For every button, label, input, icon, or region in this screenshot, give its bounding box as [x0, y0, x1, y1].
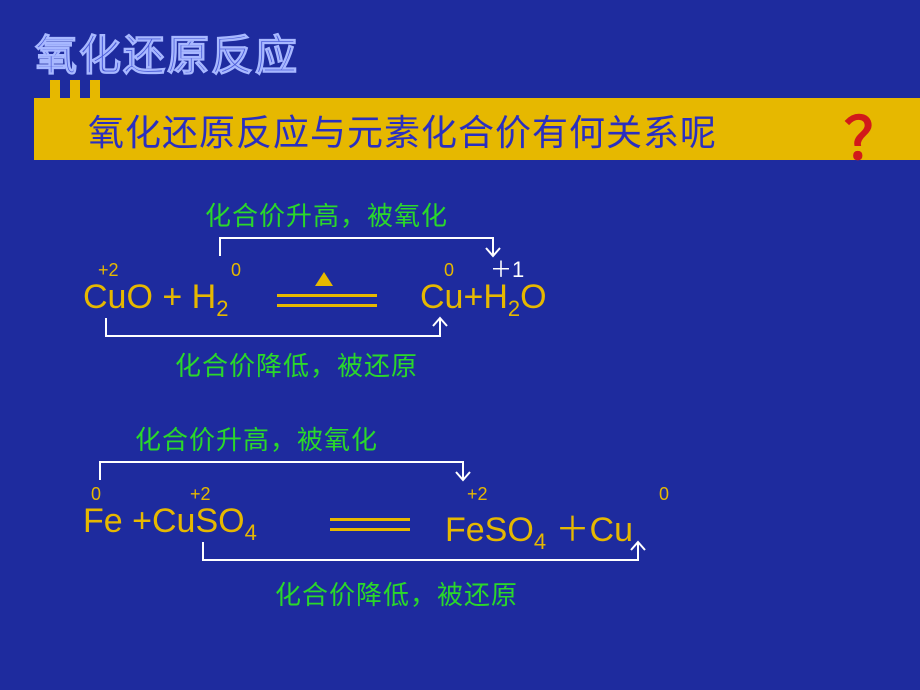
- eq1-formula: CuO + H2: [83, 278, 228, 322]
- eq2-formula: Fe +CuSO4: [83, 502, 257, 546]
- eq1-sub2b: 2: [508, 296, 520, 321]
- eq1-products: Cu+H2O: [420, 278, 547, 322]
- title-text: 氧化还原反应: [35, 22, 299, 83]
- eq2-bottom-annotation: 化合价降低，被还原: [275, 575, 518, 612]
- eq1-plus1: +: [153, 278, 192, 316]
- eq2-line1: [330, 518, 410, 521]
- eq1-cu: Cu: [83, 278, 126, 316]
- eq1-bottom-bracket: [88, 318, 508, 348]
- eq2-plus1: +: [123, 502, 152, 540]
- heat-triangle-icon: [315, 272, 333, 286]
- eq1-ox-h2: 0: [231, 260, 241, 281]
- question-mark-icon: ？: [844, 92, 902, 176]
- eq1-o-prod: O: [520, 278, 546, 316]
- eq1-h: H: [192, 278, 217, 316]
- banner-text: 氧化还原反应与元素化合价有何关系呢: [88, 104, 717, 156]
- question-banner: 氧化还原反应与元素化合价有何关系呢 ？: [0, 98, 920, 160]
- eq2-line2: [330, 528, 410, 531]
- eq1-o: O: [126, 278, 152, 316]
- eq2-bottom-bracket: [88, 542, 648, 572]
- eq1-h-prod: H: [483, 278, 508, 316]
- eq2-top-bracket: [88, 450, 508, 480]
- slide-title: 氧化还原反应: [35, 22, 299, 83]
- eq1-top-bracket: [88, 226, 508, 256]
- eq2-fe: Fe: [83, 502, 123, 540]
- eq1-bottom-annotation: 化合价降低，被还原: [175, 346, 418, 383]
- eq1-cu-prod: Cu: [420, 278, 463, 316]
- eq1-plus2: +: [463, 278, 483, 316]
- eq1-line2: [277, 304, 377, 307]
- eq2-ox-cu-prod: 0: [659, 484, 669, 505]
- eq1-line1: [277, 294, 377, 297]
- eq2-cuso4: CuSO: [152, 502, 245, 540]
